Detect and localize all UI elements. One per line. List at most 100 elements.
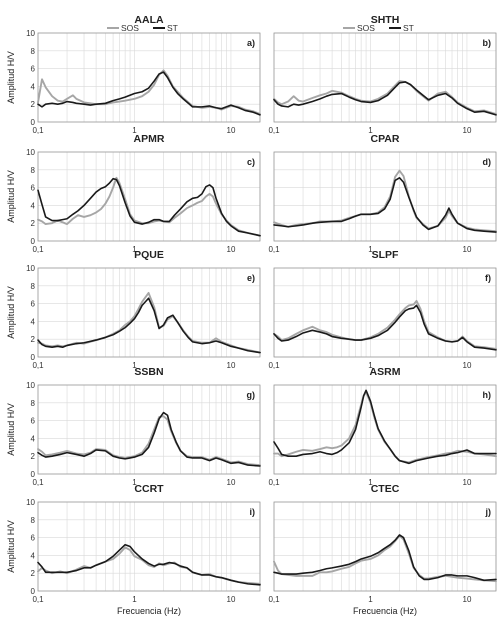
x-axis-label: Frecuencia (Hz)	[117, 606, 181, 616]
x-tick-label: 1	[132, 126, 137, 135]
y-tick-label: 0	[31, 353, 36, 362]
series-line-st	[273, 389, 497, 465]
panel-title: AALA	[134, 14, 164, 26]
plot-frame	[37, 267, 261, 358]
y-tick-label: 6	[31, 65, 36, 74]
y-axis-label: Amplitud H/V	[6, 403, 16, 456]
plot-frame	[273, 384, 497, 475]
y-tick-label: 10	[26, 148, 35, 157]
plot-frame	[273, 151, 497, 242]
y-tick-label: 4	[31, 551, 36, 560]
series-line-sos	[37, 176, 261, 237]
y-tick-label: 10	[26, 381, 35, 390]
series-line-sos	[273, 80, 497, 115]
panel-title: SHTH	[371, 14, 400, 26]
panel-ctec: 0,1 1 10 CTEC j) Frecuencia (Hz)	[268, 483, 497, 616]
x-tick-label: 10	[463, 478, 472, 487]
x-tick-label: 10	[463, 595, 472, 604]
x-tick-label: 0,1	[268, 361, 280, 370]
series-line-st	[273, 304, 497, 351]
plot-frame	[273, 32, 497, 123]
x-tick-label: 10	[227, 478, 236, 487]
y-tick-label: 2	[31, 452, 36, 461]
y-tick-label: 8	[31, 516, 36, 525]
y-tick-label: 0	[31, 470, 36, 479]
panel-letter: g)	[247, 390, 256, 400]
y-tick-label: 4	[31, 317, 36, 326]
x-tick-label: 10	[227, 361, 236, 370]
series-line-sos	[273, 534, 497, 583]
x-tick-label: 1	[132, 245, 137, 254]
panel-asrm: 0,1 1 10 ASRM h)	[268, 366, 497, 487]
y-tick-label: 2	[31, 219, 36, 228]
x-tick-label: 10	[227, 245, 236, 254]
x-tick-label: 1	[368, 245, 373, 254]
series-line-st	[37, 177, 261, 237]
x-tick-label: 10	[227, 126, 236, 135]
x-tick-label: 0,1	[268, 478, 280, 487]
y-tick-label: 4	[31, 82, 36, 91]
y-axis-label: Amplitud H/V	[6, 51, 16, 104]
y-tick-label: 4	[31, 201, 36, 210]
y-tick-label: 8	[31, 399, 36, 408]
panel-letter: b)	[483, 38, 492, 48]
x-tick-label: 10	[463, 126, 472, 135]
x-tick-label: 1	[132, 478, 137, 487]
x-tick-label: 1	[132, 595, 137, 604]
x-tick-label: 0,1	[32, 595, 44, 604]
x-tick-label: 0,1	[268, 126, 280, 135]
y-tick-label: 10	[26, 498, 35, 507]
x-tick-label: 10	[463, 361, 472, 370]
panel-letter: f)	[485, 273, 491, 283]
panel-title: SLPF	[372, 249, 399, 261]
x-tick-label: 0,1	[32, 478, 44, 487]
y-tick-label: 2	[31, 335, 36, 344]
x-tick-label: 1	[368, 361, 373, 370]
panel-ccrt: 0 2 4 6 8 10 0,1 1 10 CCRT i) Amplitud H/V Frecuenci…	[6, 483, 261, 616]
legend-label-st: ST	[403, 23, 414, 33]
series-line-st	[37, 543, 261, 586]
y-axis-label: Amplitud H/V	[6, 286, 16, 339]
panel-title: APMR	[134, 133, 165, 145]
x-tick-label: 1	[368, 595, 373, 604]
series-line-st	[273, 81, 497, 116]
plot-frame	[37, 384, 261, 475]
panel-letter: c)	[247, 157, 255, 167]
x-tick-label: 0,1	[268, 595, 280, 604]
panel-letter: e)	[247, 273, 255, 283]
y-axis-label: Amplitud H/V	[6, 520, 16, 573]
x-tick-label: 10	[227, 595, 236, 604]
x-tick-label: 0,1	[268, 245, 280, 254]
y-tick-label: 10	[26, 264, 35, 273]
x-tick-label: 10	[463, 245, 472, 254]
series-line-st	[273, 177, 497, 233]
x-tick-label: 1	[368, 478, 373, 487]
series-line-st	[273, 534, 497, 582]
y-tick-label: 4	[31, 434, 36, 443]
panel-letter: d)	[483, 157, 492, 167]
x-tick-label: 1	[132, 361, 137, 370]
panel-title: PQUE	[134, 249, 164, 261]
y-axis-label: Amplitud H/V	[6, 170, 16, 223]
x-tick-label: 0,1	[32, 361, 44, 370]
panel-letter: h)	[483, 390, 492, 400]
x-axis-label: Frecuencia (Hz)	[353, 606, 417, 616]
plot-frame	[273, 267, 497, 358]
panel-apmr: 0 2 4 6 8 10 0,1 1 10 APMR c) Amplitud H/V	[6, 133, 261, 254]
y-tick-label: 2	[31, 100, 36, 109]
y-tick-label: 6	[31, 417, 36, 426]
panel-pque: 0 2 4 6 8 10 0,1 1 10 PQUE e) Amplitud H/V	[6, 249, 261, 370]
y-tick-label: 6	[31, 184, 36, 193]
y-tick-label: 8	[31, 166, 36, 175]
plot-frame	[37, 151, 261, 242]
panel-title: SSBN	[134, 366, 163, 378]
panel-shth: 0,1 1 10 SHTH b) SOS ST	[268, 14, 497, 135]
legend-label-sos: SOS	[357, 23, 375, 33]
panel-title: CPAR	[371, 133, 400, 145]
plot-frame	[37, 32, 261, 123]
y-tick-label: 6	[31, 300, 36, 309]
y-tick-label: 8	[31, 282, 36, 291]
series-line-st	[37, 411, 261, 467]
x-tick-label: 0,1	[32, 245, 44, 254]
